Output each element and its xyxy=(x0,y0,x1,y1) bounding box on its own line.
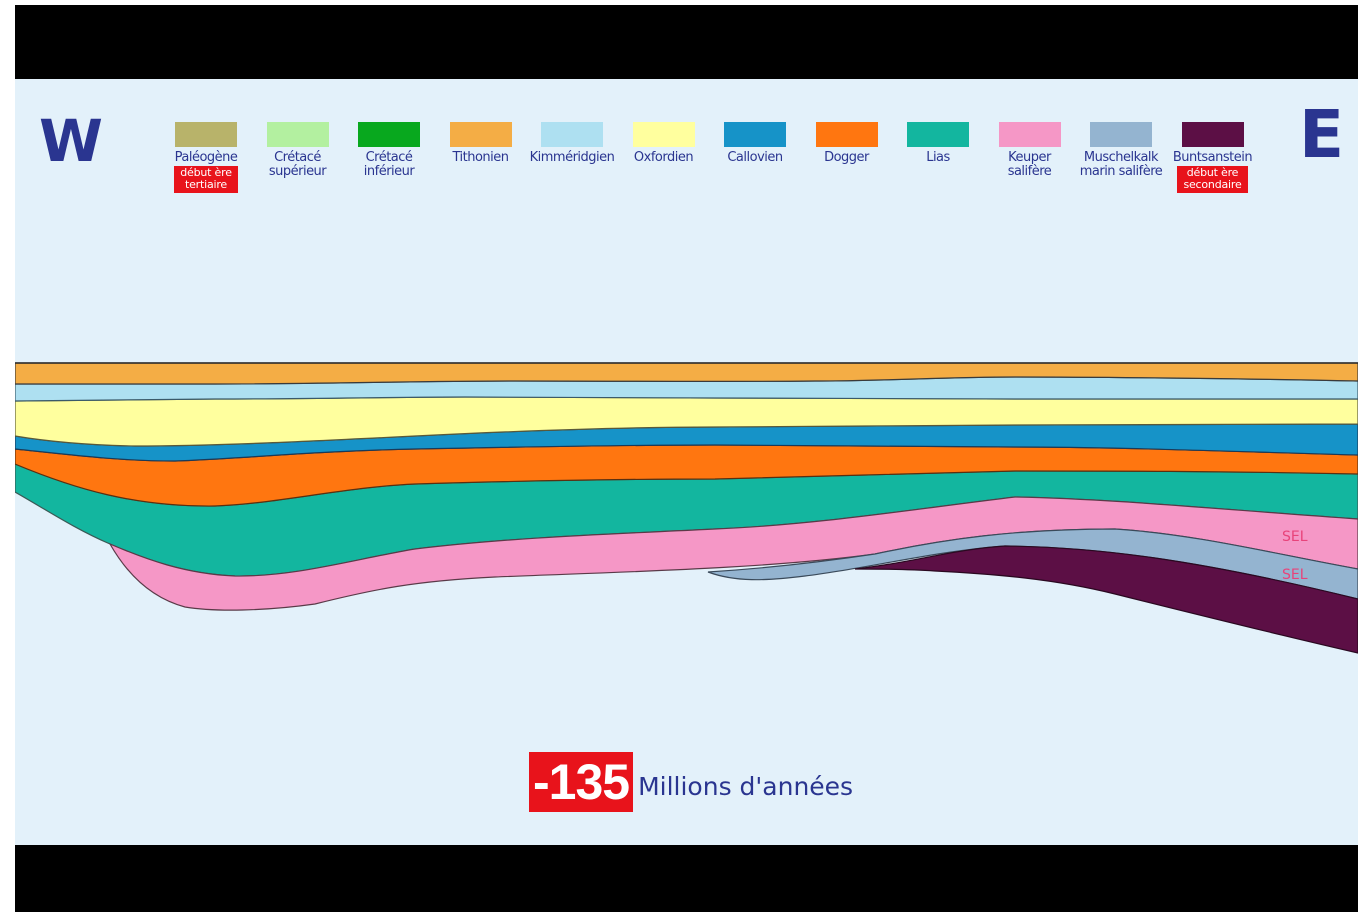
legend-label: Buntsanstein xyxy=(1172,150,1253,165)
legend-item: Kimméridgien xyxy=(524,122,620,165)
legend-swatch xyxy=(175,122,237,147)
layer-tithonien xyxy=(15,362,1358,385)
legend-label: Kimméridgien xyxy=(529,150,615,165)
legend-swatch xyxy=(907,122,969,147)
legend-item: Dogger xyxy=(799,122,895,165)
legend-label: Oxfordien xyxy=(633,150,694,165)
legend-item: Callovien xyxy=(707,122,803,165)
compass-west: W xyxy=(39,107,103,175)
legend-item: Oxfordien xyxy=(616,122,712,165)
age-value: -135 xyxy=(529,752,634,812)
legend-item: Lias xyxy=(890,122,986,165)
legend-swatch xyxy=(724,122,786,147)
legend-swatch xyxy=(632,122,695,147)
legend-label: Crétacé inférieur xyxy=(363,150,415,179)
age-indicator: -135 Millions d'années xyxy=(529,752,853,812)
compass-east: E xyxy=(1299,96,1345,173)
legend-item: Buntsanstein début ère secondaire xyxy=(1165,122,1261,193)
legend-label: Lias xyxy=(926,150,950,165)
era-start-badge: début ère tertiaire xyxy=(174,166,238,193)
legend-swatch xyxy=(815,122,878,147)
layer-buntsandstein xyxy=(854,545,1358,654)
legend-swatch xyxy=(266,122,329,147)
legend-item: Crétacé supérieur xyxy=(250,122,346,179)
geological-animation-stage: W E Paléogène début ère tertiaire Crétacé … xyxy=(15,79,1358,845)
legend-label: Keuper salifère xyxy=(1007,150,1052,179)
legend-item: Muschelkalk marin salifère xyxy=(1073,122,1169,179)
geological-cross-section: SEL SEL xyxy=(15,362,1358,654)
legend-swatch xyxy=(1090,122,1152,147)
legend-label: Crétacé supérieur xyxy=(268,150,327,179)
legend-item: Tithonien xyxy=(433,122,529,165)
stratigraphic-legend: Paléogène début ère tertiaire Crétacé supé… xyxy=(165,122,1285,222)
era-start-badge: début ère secondaire xyxy=(1177,166,1248,193)
legend-swatch xyxy=(1181,122,1244,147)
legend-label: Tithonien xyxy=(452,150,509,165)
legend-swatch xyxy=(358,122,420,147)
legend-item: Keuper salifère xyxy=(982,122,1078,179)
legend-swatch xyxy=(541,122,603,147)
legend-label: Dogger xyxy=(824,150,869,165)
salt-label-muschelkalk: SEL xyxy=(1282,567,1308,583)
legend-label: Muschelkalk marin salifère xyxy=(1079,150,1163,179)
legend-item: Crétacé inférieur xyxy=(341,122,437,179)
salt-label-keuper: SEL xyxy=(1282,529,1308,545)
legend-item: Paléogène début ère tertiaire xyxy=(158,122,254,193)
layer-muschelkalk xyxy=(707,528,1358,600)
legend-swatch xyxy=(449,122,512,147)
age-unit: Millions d'années xyxy=(638,771,854,801)
legend-label: Paléogène xyxy=(174,150,238,165)
legend-swatch xyxy=(998,122,1061,147)
legend-label: Callovien xyxy=(727,150,783,165)
